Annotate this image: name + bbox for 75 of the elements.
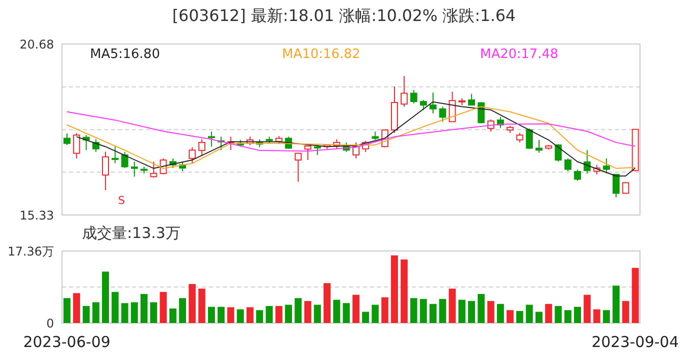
bar	[63, 298, 70, 323]
bar	[304, 301, 312, 323]
candlestick	[130, 161, 138, 178]
bar	[246, 307, 254, 323]
bar	[130, 302, 138, 323]
bar	[285, 304, 292, 323]
bar	[140, 294, 148, 323]
bar	[622, 301, 630, 323]
bar	[478, 294, 485, 323]
y-tick-label: 0	[46, 316, 54, 330]
bar	[390, 255, 398, 323]
bar	[169, 308, 176, 323]
bar	[602, 310, 610, 323]
x-tick-label: 2023-09-04	[592, 333, 679, 351]
bar	[92, 302, 100, 323]
bar	[218, 306, 225, 323]
bar	[506, 310, 514, 323]
bar	[612, 286, 620, 323]
bar	[545, 304, 552, 323]
y-tick-label: 17.36万	[8, 244, 54, 258]
bar	[458, 300, 466, 323]
annotation: S	[118, 194, 125, 207]
bar	[574, 306, 582, 323]
candlestick	[102, 151, 109, 191]
text: MA20:17.48	[480, 47, 558, 62]
x-tick-label: 2023-06-09	[23, 333, 110, 351]
text: MA5:16.80	[90, 47, 160, 62]
bar	[266, 306, 273, 323]
bar	[227, 307, 234, 323]
bar	[439, 298, 446, 323]
bar	[584, 294, 591, 323]
bar	[324, 283, 331, 323]
bar	[632, 268, 639, 323]
y-tick-label: 15.33	[20, 208, 54, 222]
bar	[82, 306, 90, 323]
bar	[430, 304, 437, 323]
bar	[333, 300, 340, 323]
bar	[554, 306, 562, 323]
bar	[73, 293, 80, 323]
bar	[342, 303, 350, 323]
chart-title: 成交量:13.3万	[82, 224, 180, 243]
bar	[102, 272, 109, 323]
bar	[381, 297, 388, 323]
bar	[275, 306, 282, 323]
bar	[535, 312, 542, 323]
bar	[352, 294, 360, 323]
text: MA10:16.82	[282, 47, 360, 62]
bar	[236, 309, 244, 323]
bar	[294, 298, 302, 323]
bar	[410, 298, 418, 323]
bar	[121, 303, 128, 323]
bar	[448, 288, 456, 323]
bar	[198, 288, 206, 323]
bar	[362, 312, 370, 323]
bar	[188, 284, 196, 323]
bar	[150, 302, 158, 323]
line-series	[66, 106, 636, 169]
chart-title: [603612] 最新:18.01 涨幅:10.02% 涨跌:1.64	[171, 6, 517, 27]
bar	[314, 304, 321, 323]
bar	[487, 301, 494, 323]
bar	[256, 310, 264, 323]
bar	[516, 310, 524, 323]
bar	[420, 298, 427, 323]
bar	[208, 306, 215, 323]
y-tick-label: 20.68	[20, 37, 54, 52]
bar	[496, 304, 504, 323]
bar	[564, 310, 572, 323]
bar	[468, 301, 476, 323]
bar	[526, 304, 533, 323]
bar	[112, 292, 119, 323]
bar	[400, 260, 408, 323]
bar	[160, 292, 167, 323]
bar	[179, 298, 186, 323]
bar	[593, 309, 600, 323]
bar	[372, 304, 379, 323]
